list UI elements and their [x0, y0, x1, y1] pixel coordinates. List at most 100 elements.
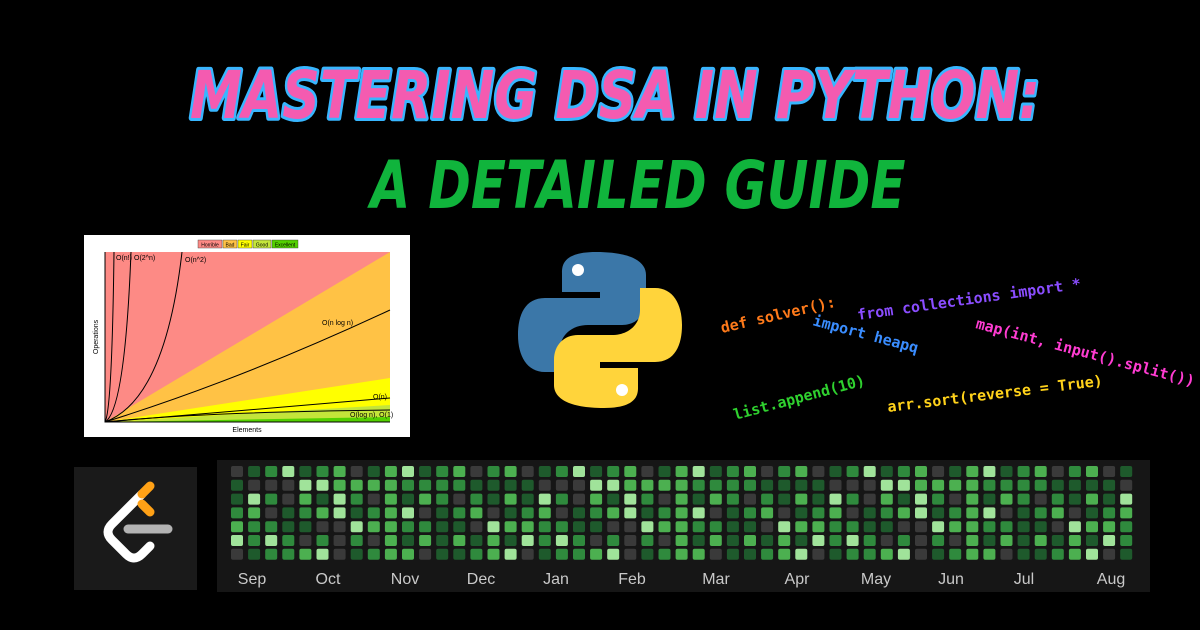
region-bad — [105, 252, 390, 422]
activity-cell — [436, 548, 449, 560]
activity-cell — [949, 466, 962, 477]
activity-cell — [863, 507, 876, 519]
curve-label: O(n^2) — [185, 257, 206, 264]
month-label: Apr — [785, 571, 811, 588]
activity-cell — [812, 466, 825, 477]
activity-cell — [504, 493, 517, 505]
activity-cell — [624, 521, 637, 533]
month-label: Sep — [238, 571, 267, 588]
activity-cell — [932, 507, 945, 519]
activity-cell — [521, 479, 534, 491]
activity-cell — [367, 535, 380, 546]
curve-label: O(n log n) — [322, 320, 353, 327]
activity-cell — [419, 466, 432, 477]
activity-cell — [573, 479, 585, 491]
activity-cell — [402, 521, 414, 533]
activity-cell — [402, 466, 414, 477]
activity-cell — [470, 507, 483, 519]
activity-cell — [778, 521, 791, 533]
activity-cell — [897, 479, 910, 491]
activity-cell — [265, 493, 278, 505]
activity-cell — [1068, 493, 1081, 505]
activity-cell — [932, 535, 945, 546]
activity-cell — [744, 479, 756, 491]
activity-cell — [709, 507, 722, 519]
activity-cell — [744, 466, 756, 477]
activity-cell — [470, 493, 483, 505]
activity-cell — [1034, 466, 1047, 477]
activity-cell — [932, 466, 945, 477]
activity-cell — [795, 479, 808, 491]
month-label: Jun — [938, 571, 964, 588]
axis-label: Elements — [232, 427, 262, 434]
activity-cell — [453, 507, 466, 519]
activity-cell — [1120, 507, 1133, 519]
activity-cell — [1068, 521, 1081, 533]
activity-cell — [333, 507, 346, 519]
activity-cell — [538, 493, 551, 505]
activity-cell — [949, 493, 962, 505]
activity-cell — [521, 535, 534, 546]
activity-cell — [1051, 548, 1064, 560]
activity-cell — [949, 535, 962, 546]
activity-cell — [573, 521, 585, 533]
activity-cell — [675, 493, 688, 505]
activity-cell — [744, 493, 756, 505]
curve-label: O(n) — [373, 394, 387, 401]
activity-cell — [932, 479, 945, 491]
activity-cell — [675, 521, 688, 533]
activity-cell — [248, 521, 261, 533]
activity-cell — [436, 466, 449, 477]
activity-cell — [744, 521, 756, 533]
activity-cell — [846, 479, 859, 491]
activity-cell — [863, 521, 876, 533]
activity-cell — [607, 521, 620, 533]
activity-cell — [897, 507, 910, 519]
activity-cell — [590, 535, 603, 546]
activity-cell — [436, 479, 449, 491]
activity-cell — [1034, 548, 1047, 560]
activity-cell — [915, 479, 927, 491]
activity-cell — [1051, 535, 1064, 546]
activity-cell — [1051, 507, 1064, 519]
activity-cell — [983, 479, 996, 491]
activity-cell — [624, 466, 637, 477]
activity-cell — [487, 507, 500, 519]
activity-cell — [744, 535, 756, 546]
activity-cell — [915, 493, 927, 505]
activity-cell — [367, 548, 380, 560]
activity-cell — [487, 493, 500, 505]
axis-label: Operations — [93, 319, 100, 354]
activity-cell — [419, 535, 432, 546]
activity-cell — [384, 507, 397, 519]
activity-cell — [350, 535, 363, 546]
month-label: Mar — [702, 571, 730, 588]
activity-cell — [1086, 466, 1098, 477]
activity-cell — [641, 493, 654, 505]
activity-cell — [915, 521, 927, 533]
activity-cell — [265, 535, 278, 546]
activity-cell — [1000, 466, 1013, 477]
activity-cell — [795, 507, 808, 519]
activity-cell — [778, 493, 791, 505]
legend-label: Excellent — [275, 243, 296, 249]
activity-cell — [333, 521, 346, 533]
activity-cell — [1017, 535, 1030, 546]
month-label: Nov — [391, 571, 419, 588]
activity-cell — [453, 548, 466, 560]
activity-cell — [778, 479, 791, 491]
activity-cell — [641, 479, 654, 491]
activity-cell — [573, 466, 585, 477]
activity-cell — [316, 535, 329, 546]
activity-cell — [265, 521, 278, 533]
activity-cell — [282, 535, 295, 546]
activity-cell — [573, 535, 585, 546]
activity-cell — [282, 521, 295, 533]
activity-cell — [846, 466, 859, 477]
activity-cell — [761, 548, 774, 560]
activity-cell — [590, 521, 603, 533]
activity-cell — [573, 493, 585, 505]
activity-cell — [487, 535, 500, 546]
activity-cell — [504, 479, 517, 491]
activity-cell — [966, 548, 979, 560]
